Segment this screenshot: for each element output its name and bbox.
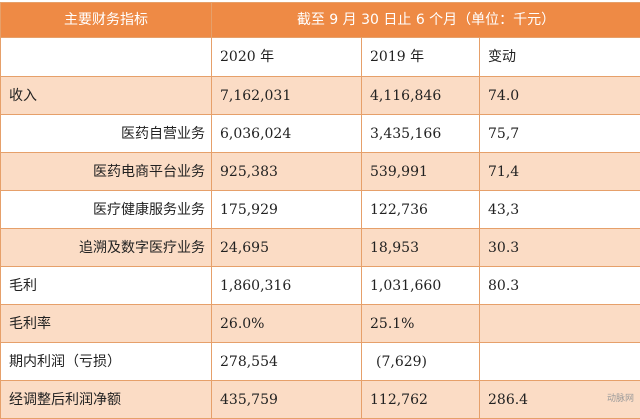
- watermark: 动脉网: [607, 391, 634, 404]
- value-2020: 26.0%: [212, 305, 362, 343]
- table-header-row: 主要财务指标 截至 9 月 30 日止 6 个月（单位：千元）: [1, 3, 640, 38]
- value-2019: 18,953: [362, 229, 480, 267]
- value-change: [480, 305, 640, 343]
- value-change: 43,3: [480, 191, 640, 229]
- value-2020: 24,695: [212, 229, 362, 267]
- row-label: 收入: [1, 77, 212, 115]
- value-2019: 112,762: [362, 381, 480, 419]
- row-label: 毛利: [1, 267, 212, 305]
- row-label: 医疗健康服务业务: [1, 191, 212, 229]
- value-change: 80.3: [480, 267, 640, 305]
- row-label: 毛利率: [1, 305, 212, 343]
- indicator-header: 主要财务指标: [1, 3, 212, 38]
- blank-header-cell: [1, 38, 212, 77]
- value-2019: 122,736: [362, 191, 480, 229]
- table-row: 期内利润（亏损）278,554(7,629): [1, 343, 640, 381]
- year-header-row: 2020 年 2019 年 变动: [1, 38, 640, 77]
- row-label: 医药自营业务: [1, 115, 212, 153]
- value-change: 75,7: [480, 115, 640, 153]
- value-2019: 4,116,846: [362, 77, 480, 115]
- value-2020: 175,929: [212, 191, 362, 229]
- col-header-2020: 2020 年: [212, 38, 362, 77]
- value-change: [480, 343, 640, 381]
- value-2019: 25.1%: [362, 305, 480, 343]
- value-2020: 925,383: [212, 153, 362, 191]
- financial-table-page: 主要财务指标 截至 9 月 30 日止 6 个月（单位：千元） 2020 年 2…: [0, 0, 640, 406]
- col-header-change: 变动: [480, 38, 640, 77]
- row-label: 期内利润（亏损）: [1, 343, 212, 381]
- row-label: 医药电商平台业务: [1, 153, 212, 191]
- period-header: 截至 9 月 30 日止 6 个月（单位：千元）: [212, 3, 640, 38]
- row-label: 经调整后利润净额: [1, 381, 212, 419]
- value-2020: 6,036,024: [212, 115, 362, 153]
- value-2019: 1,031,660: [362, 267, 480, 305]
- value-change: 30.3: [480, 229, 640, 267]
- col-header-2019: 2019 年: [362, 38, 480, 77]
- value-2020: 1,860,316: [212, 267, 362, 305]
- value-2019: 3,435,166: [362, 115, 480, 153]
- value-2019: (7,629): [362, 343, 480, 381]
- value-2020: 435,759: [212, 381, 362, 419]
- row-label: 追溯及数字医疗业务: [1, 229, 212, 267]
- value-2019: 539,991: [362, 153, 480, 191]
- value-2020: 7,162,031: [212, 77, 362, 115]
- value-change: 71,4: [480, 153, 640, 191]
- value-change: 74.0: [480, 77, 640, 115]
- value-2020: 278,554: [212, 343, 362, 381]
